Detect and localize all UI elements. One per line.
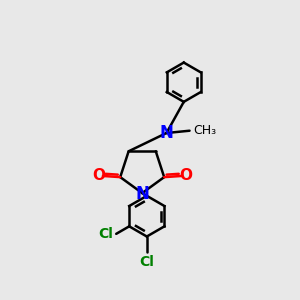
Text: Cl: Cl bbox=[140, 255, 154, 269]
Text: N: N bbox=[159, 124, 173, 142]
Text: CH₃: CH₃ bbox=[193, 124, 216, 137]
Text: N: N bbox=[135, 184, 149, 202]
Text: O: O bbox=[92, 169, 105, 184]
Text: Cl: Cl bbox=[98, 227, 113, 241]
Text: O: O bbox=[179, 169, 192, 184]
